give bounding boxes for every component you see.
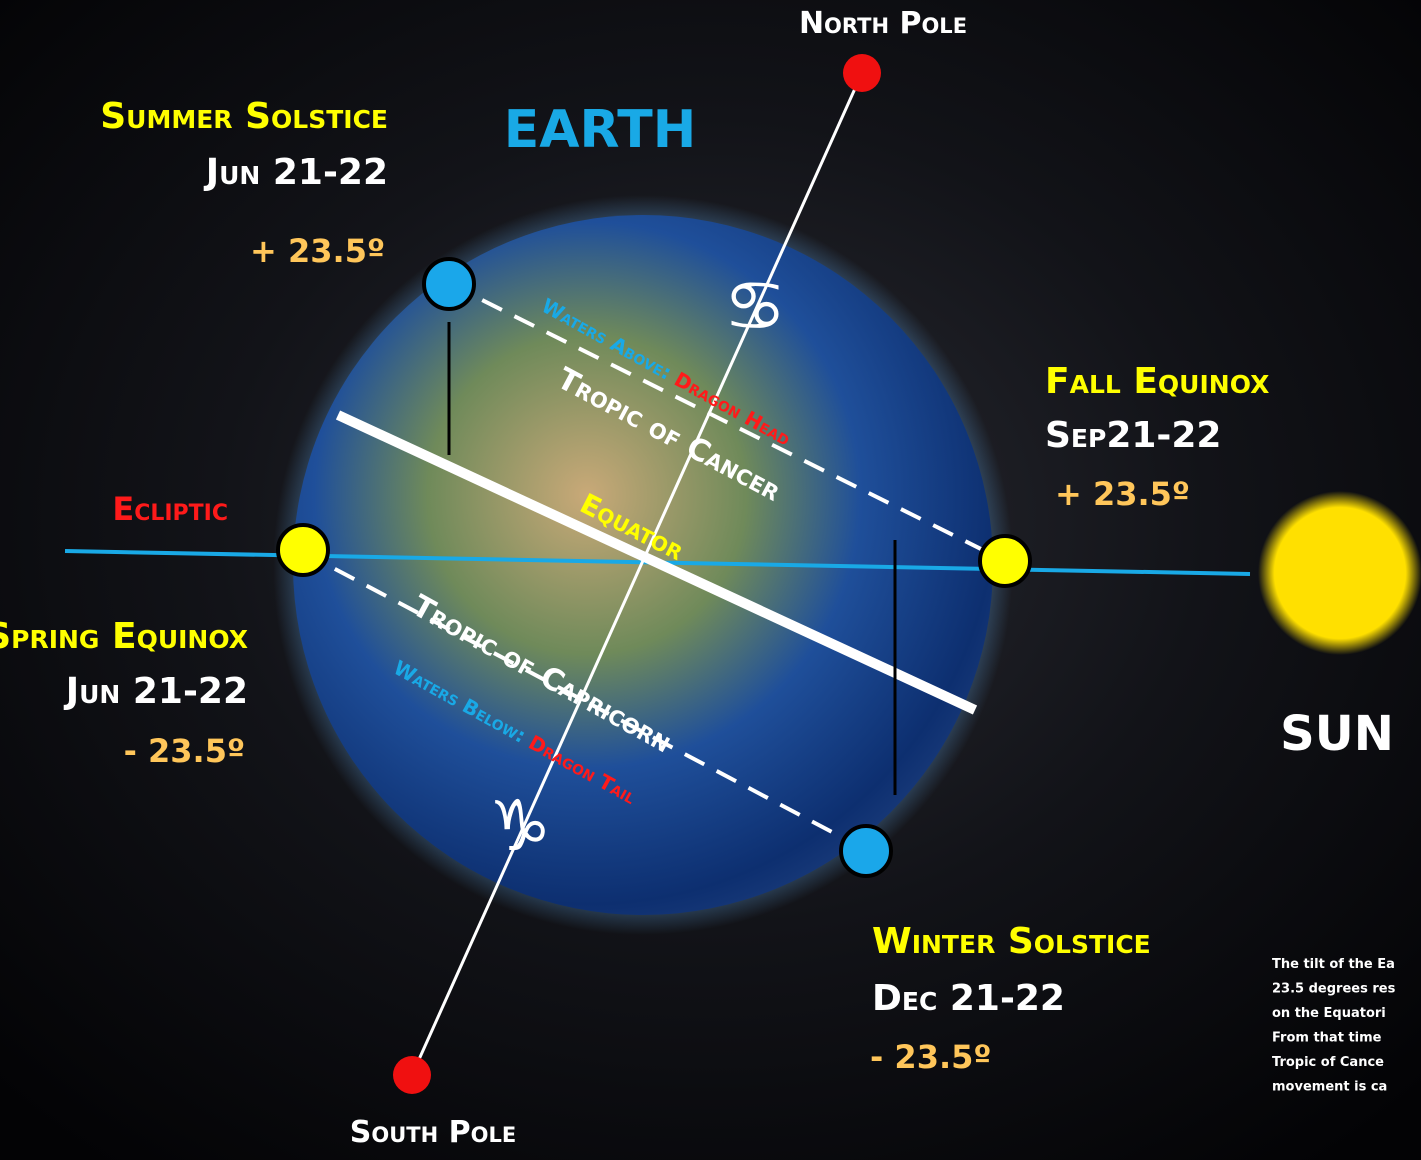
date: Jun 21-22 (203, 152, 388, 193)
south-pole-dot (393, 1056, 431, 1094)
symbol: ♋ (724, 265, 787, 347)
title: Fall Equinox (1045, 361, 1269, 402)
angle: - 23.5º (870, 1038, 991, 1076)
diagram: North Pole South Pole EARTH SUN Ecliptic… (0, 0, 1421, 1160)
page: North Pole South Pole EARTH SUN Ecliptic… (0, 0, 1421, 1160)
note-line: The tilt of the Ea (1272, 957, 1395, 972)
label: SUN (1280, 706, 1394, 762)
note-line: Tropic of Cance (1272, 1055, 1384, 1070)
date: Sep21-22 (1045, 415, 1221, 456)
label: EARTH (504, 100, 696, 160)
note-line: on the Equatori (1272, 1006, 1386, 1021)
winter-dot (841, 826, 891, 876)
date: Dec 21-22 (872, 978, 1065, 1019)
north-pole-dot (843, 54, 881, 92)
note-line: movement is ca (1272, 1080, 1387, 1095)
fall-dot (980, 536, 1030, 586)
label: South Pole (350, 1115, 516, 1150)
label: North Pole (799, 6, 967, 41)
label: Ecliptic (112, 490, 228, 528)
note-line: From that time (1272, 1031, 1382, 1046)
note-line: 23.5 degrees res (1272, 982, 1396, 997)
angle: + 23.5º (1055, 475, 1190, 513)
symbol: ♑ (489, 785, 552, 867)
date: Jun 21-22 (63, 671, 248, 712)
sun (1258, 491, 1421, 655)
angle: + 23.5º (250, 232, 385, 270)
summer-dot (424, 259, 474, 309)
angle: - 23.5º (124, 732, 245, 770)
title: Winter Solstice (872, 921, 1151, 962)
title: Summer Solstice (100, 96, 388, 137)
title: Spring Equinox (0, 616, 248, 657)
spring-dot (278, 525, 328, 575)
